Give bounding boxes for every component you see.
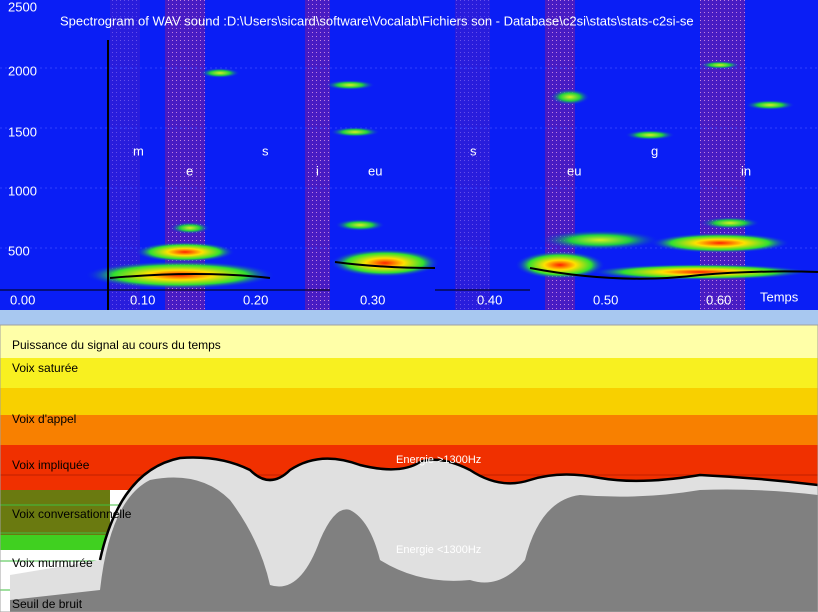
phoneme-label: in: [741, 163, 751, 178]
x-tick-label: 0.30: [360, 292, 385, 307]
energy-low-label: Energie <1300Hz: [396, 544, 481, 556]
y-tick-label: 1500: [8, 124, 37, 139]
phoneme-label: eu: [368, 163, 382, 178]
x-tick-label: 0.00: [10, 292, 35, 307]
phoneme-label: g: [651, 143, 658, 158]
y-tick-label: 2000: [8, 63, 37, 78]
panel-title: Puissance du signal au cours du temps: [12, 338, 221, 352]
level-label: Voix saturée: [12, 361, 78, 375]
x-axis-label: Temps: [760, 289, 799, 304]
phoneme-label: eu: [567, 163, 581, 178]
y-tick-label: 500: [8, 243, 30, 258]
separator: [0, 310, 818, 325]
x-tick-label: 0.10: [130, 292, 155, 307]
spectrogram-title: Spectrogram of WAV sound :D:\Users\sicar…: [60, 13, 694, 28]
spectrogram: [0, 0, 818, 310]
phoneme-label: s: [262, 143, 269, 158]
level-label: Voix conversationnelle: [12, 507, 132, 521]
power-panel: [0, 324, 818, 612]
x-tick-label: 0.20: [243, 292, 268, 307]
level-label: Voix d'appel: [12, 412, 76, 426]
y-tick-label: 1000: [8, 183, 37, 198]
phoneme-label: m: [133, 143, 144, 158]
x-tick-label: 0.60: [706, 292, 731, 307]
phoneme-label: i: [316, 163, 319, 178]
phoneme-label: s: [470, 143, 477, 158]
level-label: Seuil de bruit: [12, 597, 83, 611]
level-label: Voix impliquée: [12, 458, 90, 472]
x-tick-label: 0.50: [593, 292, 618, 307]
phoneme-label: e: [186, 163, 193, 178]
energy-high-label: Energie >1300Hz: [396, 454, 481, 466]
x-tick-label: 0.40: [477, 292, 502, 307]
level-label: Voix murmurée: [12, 556, 93, 570]
y-tick-label: 2500: [8, 0, 37, 14]
